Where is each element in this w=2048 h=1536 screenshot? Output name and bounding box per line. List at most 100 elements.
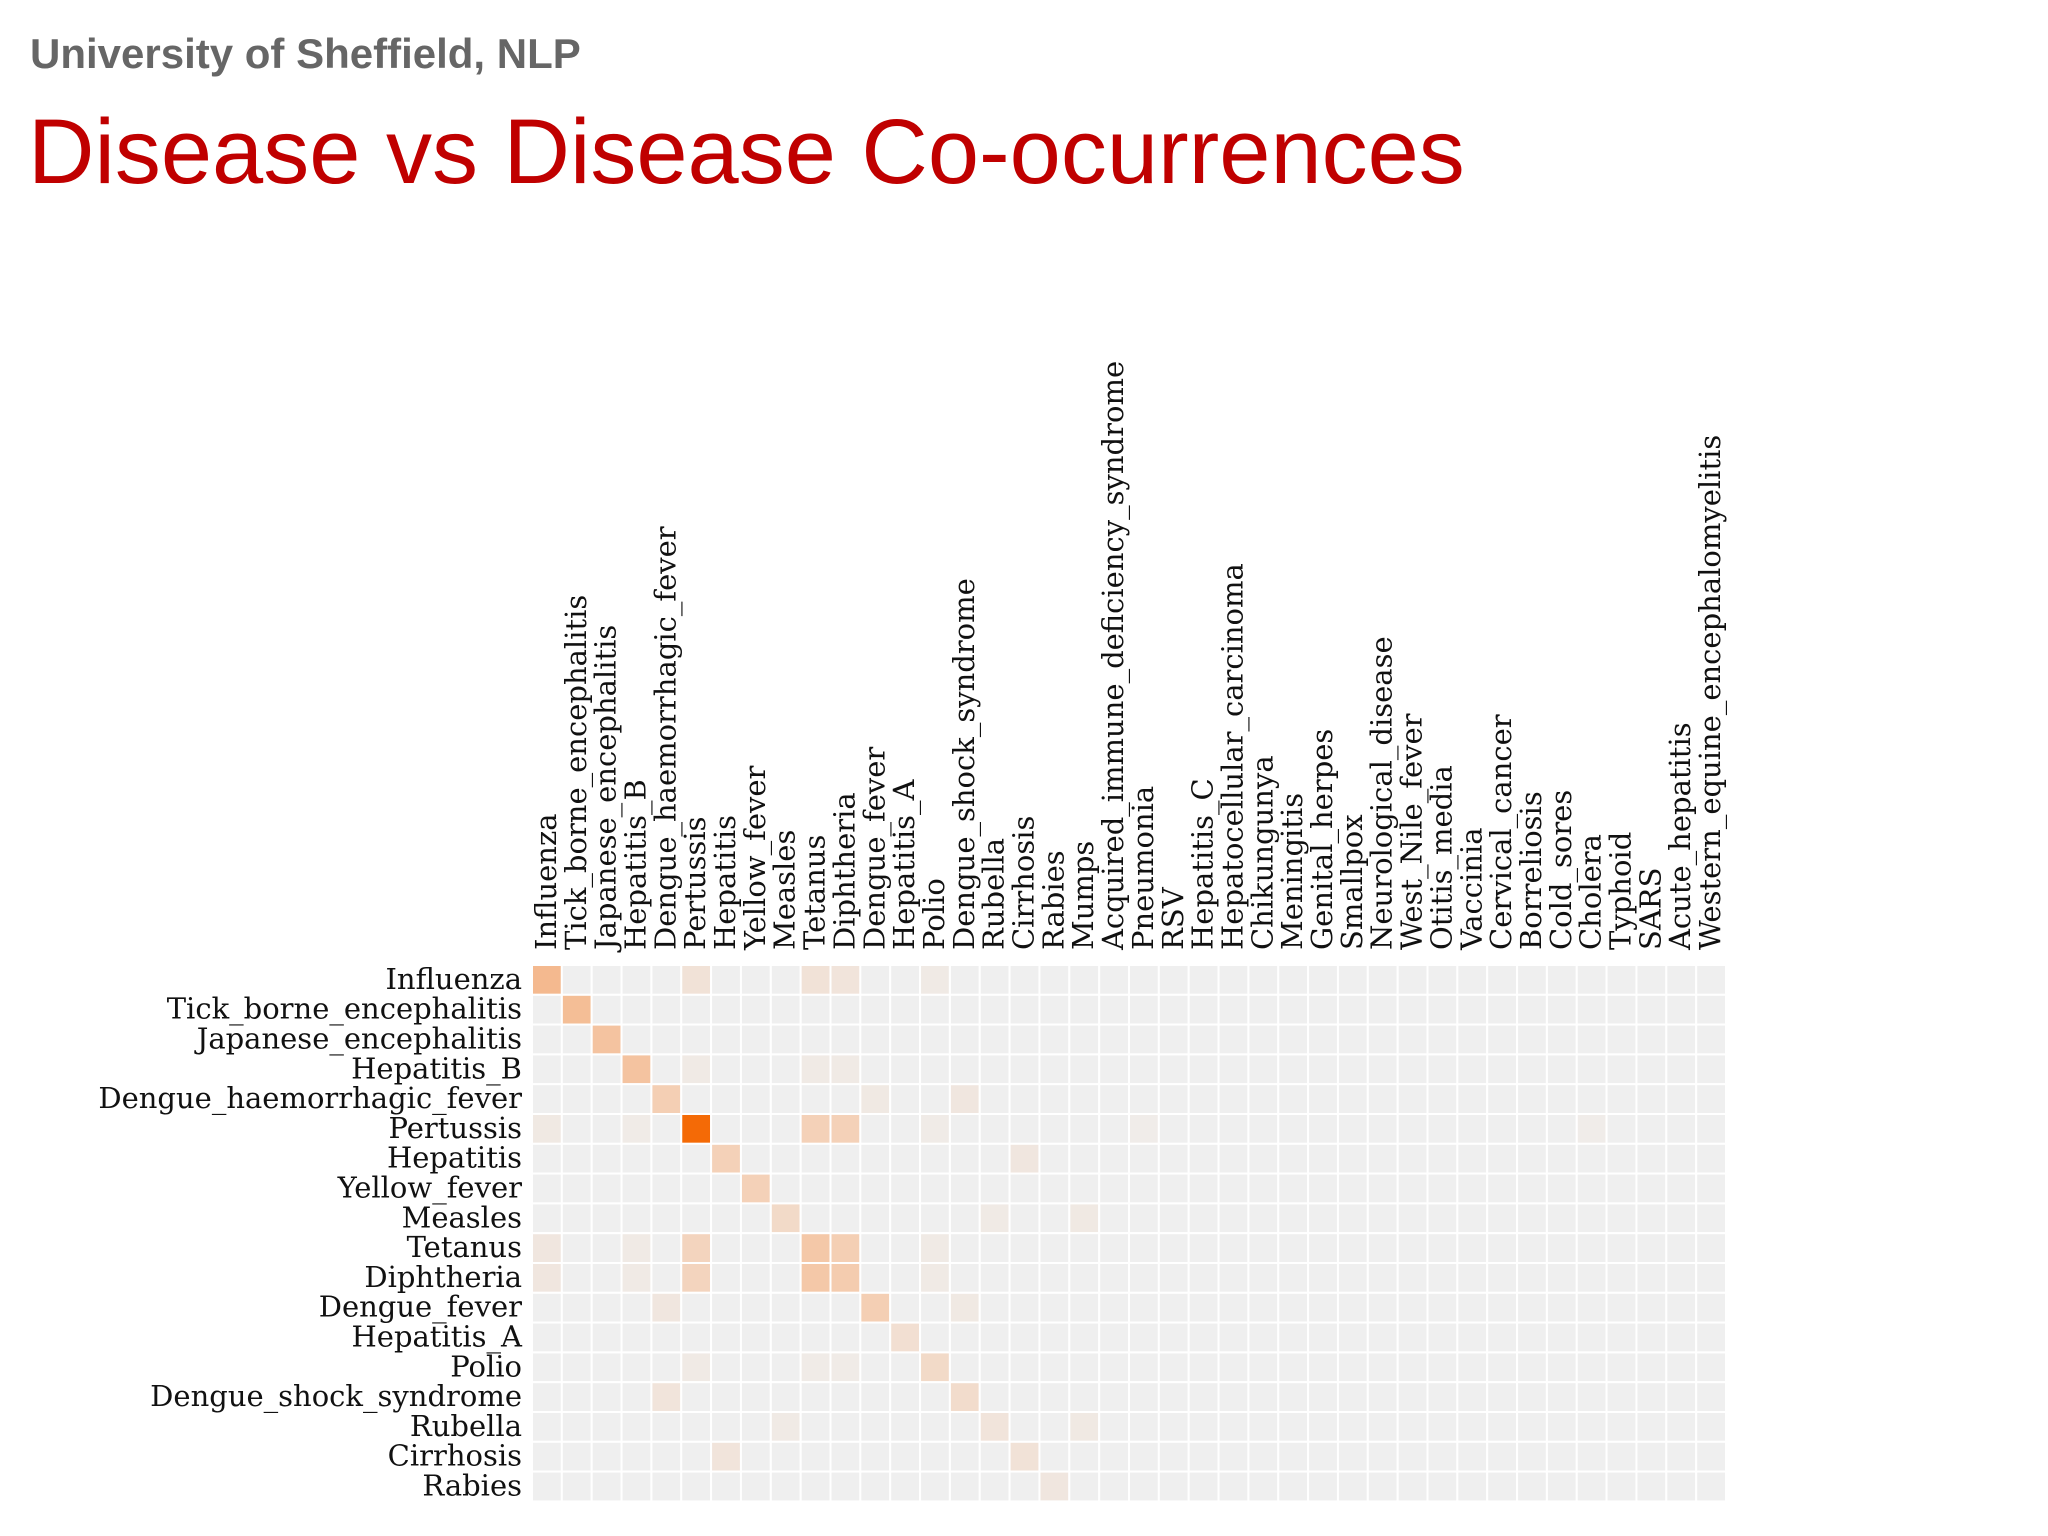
heatmap-cell [680,1142,713,1175]
heatmap-cell [1366,1202,1399,1235]
heatmap-cell [1008,1470,1041,1503]
heatmap-cell [1128,1202,1160,1235]
heatmap-cell [1277,1023,1310,1056]
heatmap-cell [1187,1470,1220,1503]
heatmap-cell [1665,1262,1698,1294]
heatmap-cell [1277,1232,1310,1264]
heatmap-cell [1098,1172,1131,1205]
column-tick-label: SARS [1633,867,1667,950]
heatmap-cell [769,1351,802,1384]
heatmap-cell [1695,1142,1728,1175]
heatmap-cell [1545,1291,1578,1324]
heatmap-cell [889,1440,922,1473]
heatmap-cell [948,1083,981,1115]
heatmap-cell [948,964,981,996]
heatmap-cell [1098,1351,1131,1384]
heatmap-cell [739,1142,772,1175]
heatmap-cell [1187,1381,1220,1413]
heatmap-cell [859,1351,892,1384]
heatmap-cell [829,1083,862,1115]
heatmap-cell [1665,964,1698,996]
row-labels: InfluenzaTick_borne_encephalitisJapanese… [98,962,523,1503]
column-tick-label: Dengue_haemorrhagic_fever [648,526,683,950]
heatmap-cell [889,1470,922,1503]
heatmap-cell [620,1411,653,1443]
heatmap-cell [978,964,1011,996]
column-labels: InfluenzaTick_borne_encephalitisJapanese… [529,361,1728,953]
heatmap-cell [1516,1411,1548,1443]
heatmap-cell [1575,1291,1608,1324]
heatmap-cell [1695,993,1728,1026]
heatmap-cell [1068,964,1101,996]
heatmap-cell [1008,1172,1041,1205]
heatmap-cell [1545,1023,1578,1056]
heatmap-cell [1277,1172,1310,1205]
heatmap-cell [1038,1321,1071,1354]
heatmap-cell [620,1142,653,1175]
heatmap-cell [590,1351,623,1384]
heatmap-cell [978,1113,1011,1145]
heatmap-cell [948,1321,981,1354]
row-tick-label: Hepatitis [387,1141,522,1175]
heatmap-cell [650,1113,683,1145]
heatmap-cell [1068,1381,1101,1413]
heatmap-cell [1247,964,1280,996]
heatmap-cell [1426,1232,1459,1264]
heatmap-cell [1665,1381,1698,1413]
heatmap-cell [710,993,742,1026]
heatmap-cell [1486,964,1519,996]
heatmap-cell [829,1440,862,1473]
heatmap-cell [1217,993,1250,1026]
heatmap-cell [1456,1381,1489,1413]
heatmap-cell [1426,1470,1459,1503]
heatmap-cell [1545,1113,1578,1145]
heatmap-cell [1217,1262,1250,1294]
heatmap-cell [948,1381,981,1413]
heatmap-cell [919,964,951,996]
heatmap-cell [1247,1172,1280,1205]
heatmap-cell [531,1262,563,1294]
heatmap-cell [829,1142,862,1175]
heatmap-cell [531,1291,563,1324]
heatmap-cell [919,1202,951,1235]
heatmap-cell [1426,1440,1459,1473]
heatmap-cell [1068,1023,1101,1056]
heatmap-cell [1008,1440,1041,1473]
heatmap-cell [1038,1172,1071,1205]
heatmap-cell [1307,1083,1339,1115]
heatmap-cell [1038,1291,1071,1324]
column-tick-label: Hepatitis_A [887,778,922,950]
heatmap-cell [1605,1172,1638,1205]
heatmap-cell [531,1321,563,1354]
heatmap-cell [948,1291,981,1324]
heatmap-cell [1396,1351,1429,1384]
heatmap-cell [1575,1202,1608,1235]
heatmap-cell [1038,964,1071,996]
heatmap-cell [919,1083,951,1115]
heatmap-cell [1366,964,1399,996]
heatmap-cell [1068,1232,1101,1264]
heatmap-cell [1635,1262,1668,1294]
heatmap-cell [1307,1411,1339,1443]
heatmap-cell [1157,1351,1190,1384]
heatmap-cell [1336,1440,1369,1473]
heatmap-cell [620,1083,653,1115]
heatmap-cell [1247,1202,1280,1235]
heatmap-cell [1695,1351,1728,1384]
heatmap-cell [1605,1411,1638,1443]
heatmap-cell [1545,964,1578,996]
heatmap-cell [799,1023,832,1056]
heatmap-cell [1575,1381,1608,1413]
heatmap-cell [680,1381,713,1413]
heatmap-cell [1396,1411,1429,1443]
heatmap-cell [1187,1232,1220,1264]
column-tick-label: Rubella [977,838,1011,950]
heatmap-cell [531,993,563,1026]
heatmap-cell [978,993,1011,1026]
heatmap-cell [1396,1262,1429,1294]
heatmap-cell [1247,993,1280,1026]
heatmap-cell [859,993,892,1026]
heatmap-cell [948,1202,981,1235]
heatmap-cell [560,1023,593,1056]
heatmap-cell [560,1321,593,1354]
